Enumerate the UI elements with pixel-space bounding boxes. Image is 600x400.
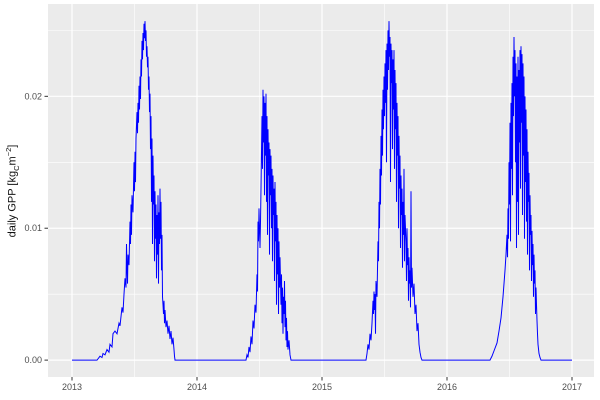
x-tick-label: 2016 (437, 382, 457, 392)
y-axis-title-suffix: ] (6, 144, 19, 148)
x-tick-label: 2013 (62, 382, 82, 392)
y-tick-label: 0.00 (24, 355, 42, 365)
y-axis-title: daily GPP [kgCm−2] (4, 41, 21, 341)
y-tick-label: 0.02 (24, 91, 42, 101)
x-tick-label: 2015 (312, 382, 332, 392)
y-axis-title-subscript: C (11, 165, 21, 171)
y-axis-title-superscript: −2 (4, 147, 13, 157)
y-tick-label: 0.01 (24, 223, 42, 233)
y-axis-title-mid: m (6, 156, 19, 166)
x-tick-label: 2017 (562, 382, 582, 392)
gpp-line (72, 21, 572, 361)
y-axis-title-prefix: daily GPP [kg (6, 170, 19, 238)
x-tick-label: 2014 (187, 382, 207, 392)
plot-panel (48, 4, 594, 377)
